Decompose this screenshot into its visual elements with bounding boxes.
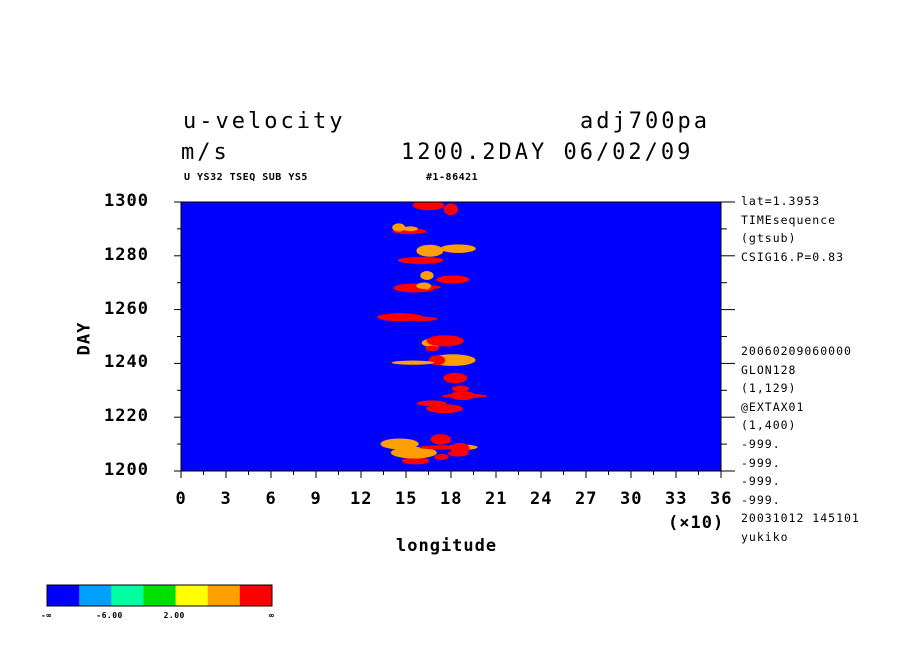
hot-patch (420, 271, 434, 280)
x-tick-label: 15 (395, 489, 418, 509)
chart-title: u-velocity (183, 109, 346, 134)
y-tick-label: 1260 (104, 298, 149, 319)
hot-patch (398, 256, 444, 264)
colorbar-label: ∞ (269, 611, 275, 620)
side-info-line: yukiko (741, 530, 789, 544)
x-tick-label: 12 (350, 489, 373, 509)
hot-patch (430, 434, 452, 445)
hot-patch (402, 226, 418, 232)
hot-patch (392, 223, 406, 232)
x-tick-label: 36 (710, 489, 733, 509)
hot-patch (440, 244, 476, 253)
side-info-line: @EXTAX01 (741, 399, 805, 414)
side-info-line: -999. (741, 492, 781, 507)
side-info-line: -999. (741, 455, 781, 470)
hot-patch (426, 404, 463, 414)
side-info-line: 20060209060000 (741, 344, 852, 358)
x-tick-label: 18 (440, 489, 463, 509)
hot-patch (391, 360, 435, 365)
x-tick-label: 21 (485, 489, 508, 509)
subtitle-right: #1-86421 (426, 172, 479, 183)
side-info-line: 20031012 145101 (741, 511, 860, 526)
side-info-line: GLON128 (741, 362, 797, 377)
side-info-line: -999. (741, 474, 781, 489)
side-info-line: -999. (741, 437, 781, 451)
y-tick-label: 1220 (104, 406, 149, 427)
hot-patch (434, 453, 449, 461)
hot-patch (441, 393, 488, 399)
colorbar-frame (46, 584, 273, 607)
hot-patch (416, 282, 432, 289)
x-tick-label: 27 (575, 489, 598, 509)
x-tick-label: 9 (310, 489, 322, 509)
colorbar-swatch (143, 585, 177, 606)
side-info-line: TIMEsequence (741, 212, 837, 227)
hot-patch (416, 244, 444, 257)
colorbar-swatch (175, 585, 209, 606)
hot-patch (443, 372, 468, 384)
colorbar-label: -6.00 (96, 611, 123, 620)
colorbar-swatch (239, 585, 273, 606)
x-multiplier: (×10) (668, 513, 725, 533)
y-tick-label: 1200 (104, 460, 149, 480)
hot-patch (401, 457, 430, 465)
y-axis-ticks (174, 201, 735, 472)
hot-band (376, 202, 488, 465)
x-tick-label: 30 (620, 489, 643, 509)
colorbar-label: -∞ (41, 611, 52, 620)
x-tick-label: 3 (220, 489, 232, 509)
hot-patch (405, 316, 438, 322)
hot-patch (443, 203, 458, 216)
x-axis-label: longitude (396, 536, 498, 556)
units-label: m/s (181, 140, 230, 165)
colorbar-label: 2.00 (163, 611, 185, 620)
run-name: adj700pa (580, 109, 710, 134)
y-axis-label: DAY (74, 321, 95, 356)
side-info-line: (1,400) (741, 418, 797, 433)
x-tick-label: 24 (530, 489, 553, 509)
hot-patch (390, 446, 437, 459)
side-info-line: CSIG16.P=0.83 (741, 249, 845, 264)
hot-patch (412, 202, 445, 211)
colorbar-swatch (79, 585, 112, 606)
colorbar-swatch (207, 585, 241, 606)
hot-patch (380, 438, 419, 450)
time-label: 1200.2DAY 06/02/09 (401, 140, 694, 165)
subtitle-left: U YS32 TSEQ SUB YS5 (184, 172, 308, 183)
colorbar (46, 584, 273, 607)
side-info-line: lat=1.3953 (741, 194, 821, 208)
x-tick-label: 33 (665, 489, 688, 509)
x-axis-ticks (180, 471, 722, 478)
y-tick-label: 1280 (104, 244, 149, 265)
x-tick-label: 6 (265, 489, 277, 509)
colorbar-swatch (47, 585, 80, 606)
hot-patch (425, 345, 440, 352)
side-info-line: (gtsub) (741, 231, 797, 245)
colorbar-swatch (111, 585, 144, 606)
y-tick-label: 1240 (104, 352, 149, 373)
hot-patch (450, 442, 470, 455)
hot-patch (451, 385, 470, 392)
y-tick-label: 1300 (104, 191, 149, 211)
hot-patch (426, 335, 464, 347)
hot-patch (436, 275, 470, 284)
x-tick-label: 0 (175, 489, 187, 509)
side-info-line: (1,129) (741, 381, 797, 396)
